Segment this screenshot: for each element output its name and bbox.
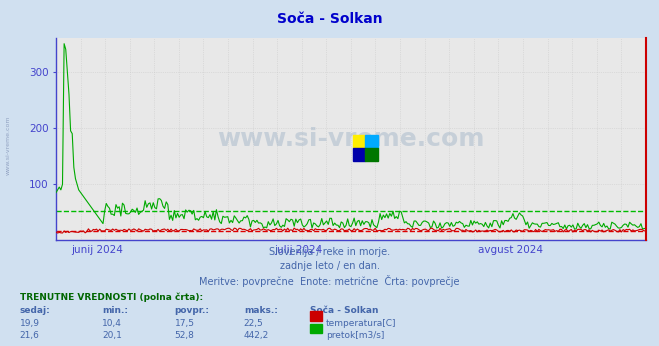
Text: 52,8: 52,8: [175, 331, 194, 340]
Text: 442,2: 442,2: [244, 331, 269, 340]
Text: zadnje leto / en dan.: zadnje leto / en dan.: [279, 261, 380, 271]
Text: 20,1: 20,1: [102, 331, 122, 340]
Text: 17,5: 17,5: [175, 319, 194, 328]
Text: maks.:: maks.:: [244, 306, 277, 315]
Text: www.si-vreme.com: www.si-vreme.com: [217, 127, 484, 151]
Text: temperatura[C]: temperatura[C]: [326, 319, 397, 328]
Text: Meritve: povprečne  Enote: metrične  Črta: povprečje: Meritve: povprečne Enote: metrične Črta:…: [199, 275, 460, 287]
Text: 19,9: 19,9: [20, 319, 40, 328]
Text: 21,6: 21,6: [20, 331, 40, 340]
Text: sedaj:: sedaj:: [20, 306, 51, 315]
Text: pretok[m3/s]: pretok[m3/s]: [326, 331, 385, 340]
Text: 22,5: 22,5: [244, 319, 264, 328]
Text: TRENUTNE VREDNOSTI (polna črta):: TRENUTNE VREDNOSTI (polna črta):: [20, 292, 203, 302]
Text: povpr.:: povpr.:: [175, 306, 210, 315]
Text: min.:: min.:: [102, 306, 128, 315]
Text: Soča - Solkan: Soča - Solkan: [310, 306, 378, 315]
Text: 10,4: 10,4: [102, 319, 122, 328]
Text: Soča - Solkan: Soča - Solkan: [277, 12, 382, 26]
Text: www.si-vreme.com: www.si-vreme.com: [5, 116, 11, 175]
Text: Slovenija / reke in morje.: Slovenija / reke in morje.: [269, 247, 390, 257]
